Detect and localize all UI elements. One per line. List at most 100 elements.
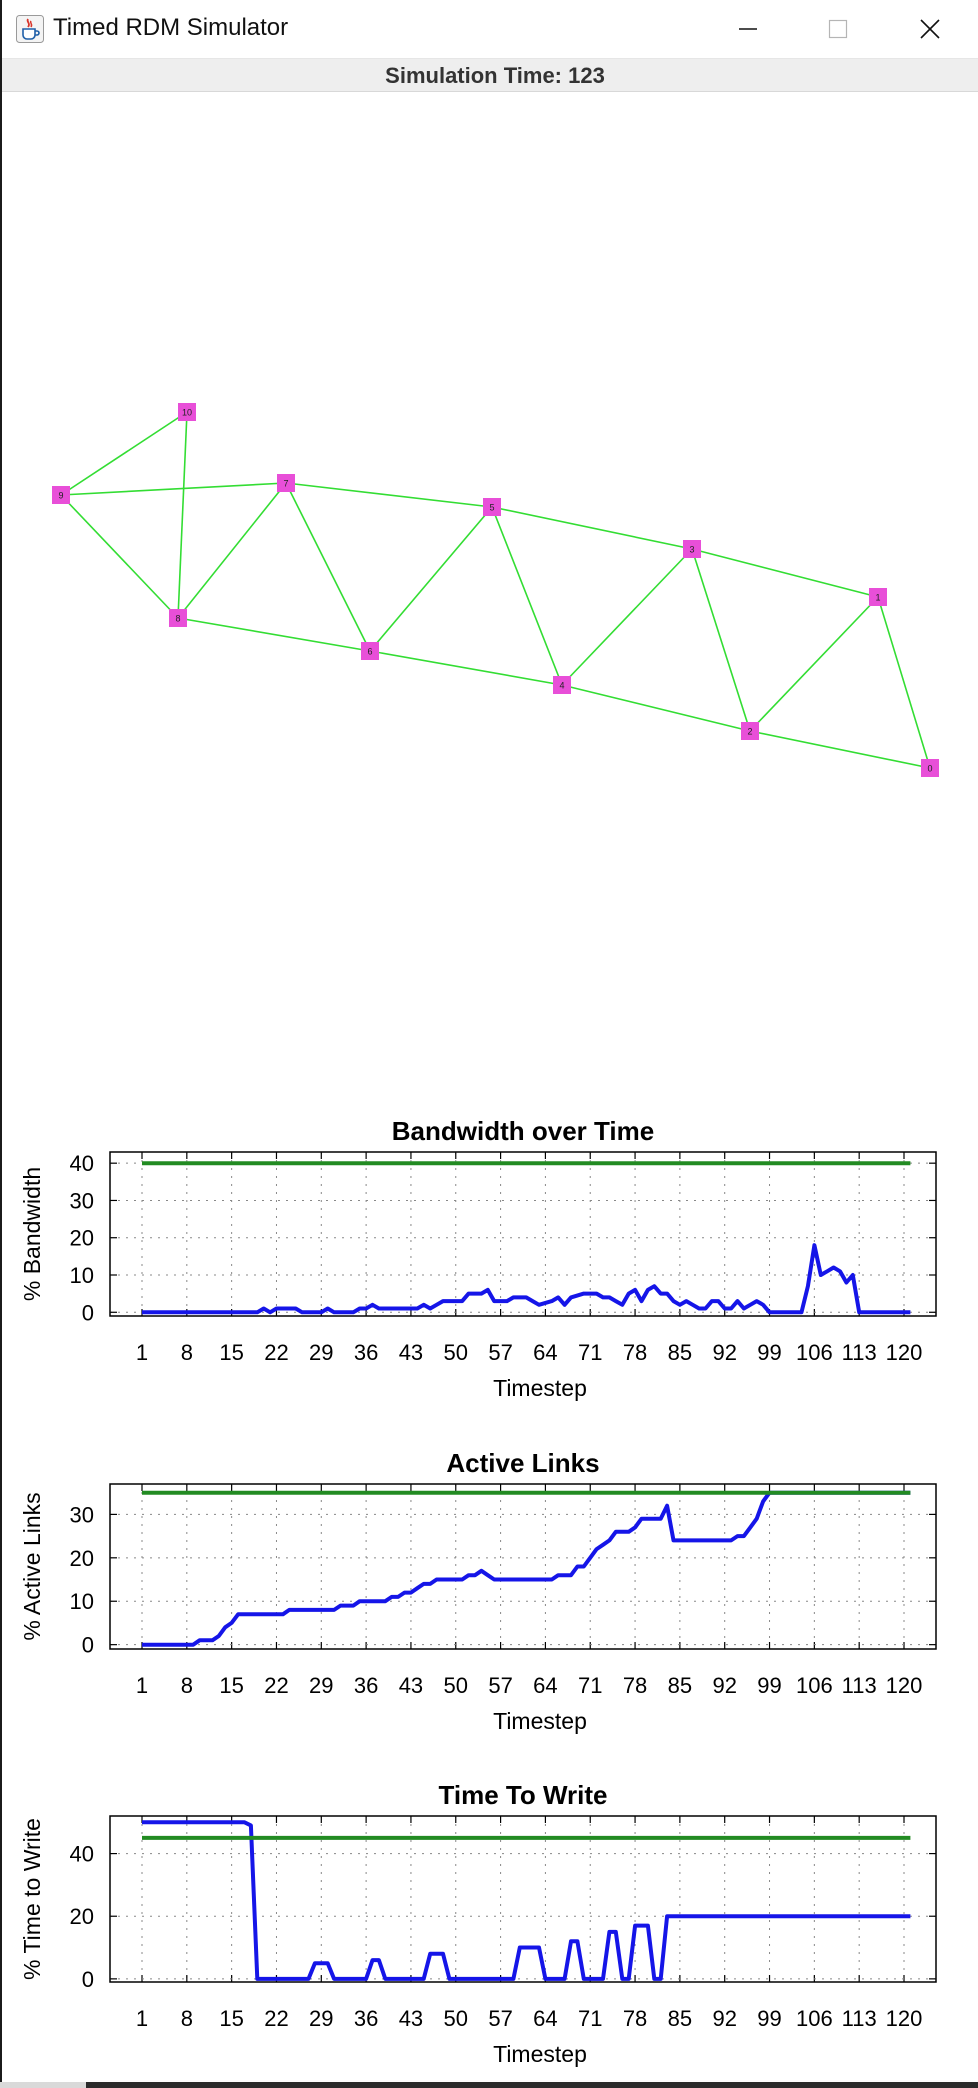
- node-8[interactable]: 8: [169, 609, 187, 627]
- x-tick-label: 57: [488, 1673, 512, 1698]
- charts: Bandwidth over Time 1 8 15 22 29 36 43 50 57 64 71 7…: [19, 1116, 937, 2067]
- x-tick-label: 36: [354, 2006, 378, 2031]
- link-4-3: [561, 548, 693, 686]
- horizontal-scrollbar[interactable]: [86, 2082, 978, 2088]
- node-marker: [869, 588, 887, 606]
- node-marker: [52, 486, 70, 504]
- node-label: 10: [182, 408, 192, 418]
- x-tick-label: 50: [444, 2006, 468, 2031]
- x-tick-label: 15: [219, 1340, 243, 1365]
- link-2-0: [749, 730, 931, 769]
- node-label: 9: [58, 491, 63, 501]
- x-tick-label: 57: [488, 1340, 512, 1365]
- x-tick-label: 120: [886, 2006, 923, 2031]
- x-tick-label: 29: [309, 1673, 333, 1698]
- y-tick-label: 20: [70, 1546, 94, 1571]
- x-tick-label: 113: [842, 2006, 877, 2031]
- plot-area: [109, 1815, 937, 1983]
- y-tick-label: 40: [70, 1842, 94, 1867]
- x-tick-label: 71: [578, 2006, 602, 2031]
- window-title: Timed RDM Simulator: [53, 14, 289, 41]
- link-9-7: [60, 482, 287, 496]
- node-label: 3: [689, 545, 694, 555]
- y-tick-label: 30: [70, 1502, 94, 1527]
- x-tick-label: 85: [668, 2006, 692, 2031]
- link-6-4: [369, 650, 563, 686]
- node-10[interactable]: 10: [178, 403, 196, 421]
- y-tick-label: 0: [82, 1300, 94, 1325]
- link-7-5: [285, 482, 493, 508]
- link-10-8: [177, 411, 188, 619]
- x-tick-label: 43: [399, 1340, 423, 1365]
- x-tick-label: 106: [796, 1340, 833, 1365]
- node-label: 4: [559, 681, 564, 691]
- node-label: 7: [283, 479, 288, 489]
- chart-title: Bandwidth over Time: [392, 1116, 654, 1146]
- node-marker: [553, 676, 571, 694]
- node-marker: [178, 403, 196, 421]
- x-tick-label: 64: [533, 1673, 557, 1698]
- y-tick-label: 0: [82, 1967, 94, 1992]
- node-marker: [921, 759, 939, 777]
- close-button[interactable]: [884, 0, 976, 58]
- x-tick-label: 8: [181, 2006, 193, 2031]
- x-tick-label: 78: [623, 2006, 647, 2031]
- x-tick-label: 50: [444, 1340, 468, 1365]
- status-bar: Simulation Time: 123: [0, 59, 978, 92]
- y-tick-label: 10: [70, 1589, 94, 1614]
- x-tick-label: 85: [668, 1340, 692, 1365]
- node-9[interactable]: 9: [52, 486, 70, 504]
- minimize-button[interactable]: [702, 0, 794, 58]
- network-topology: 0 1 2 3 4 5 6 7 8 9 10: [52, 403, 939, 777]
- title-bar[interactable]: Timed RDM Simulator: [0, 0, 978, 59]
- node-label: 6: [367, 647, 372, 657]
- x-tick-label: 78: [623, 1673, 647, 1698]
- x-tick-label: 85: [668, 1673, 692, 1698]
- node-5[interactable]: 5: [483, 498, 501, 516]
- chart-title: Active Links: [446, 1448, 599, 1478]
- y-axis-label: % Time to Write: [19, 1818, 45, 1980]
- node-marker: [683, 540, 701, 558]
- node-3[interactable]: 3: [683, 540, 701, 558]
- link-8-6: [177, 617, 371, 652]
- node-label: 2: [747, 727, 752, 737]
- y-axis-label: % Active Links: [19, 1492, 45, 1640]
- node-2[interactable]: 2: [741, 722, 759, 740]
- simulation-time-label: Simulation Time: 123: [385, 63, 605, 88]
- link-3-2: [691, 548, 751, 732]
- link-2-1: [749, 596, 879, 732]
- node-marker: [741, 722, 759, 740]
- simulation-panel: 0 1 2 3 4 5 6 7 8 9 10 Bandwidth over Time 1 8 15 22 29…: [0, 92, 978, 2088]
- link-1-0: [877, 596, 931, 769]
- series-line-1: [142, 1490, 911, 1647]
- chart-3: Time To Write 1 8 15 22 29 36 43 50 57 64 71 78 85 92 9…: [19, 1780, 937, 2067]
- x-tick-label: 99: [757, 1340, 781, 1365]
- x-tick-label: 36: [354, 1673, 378, 1698]
- node-marker: [361, 642, 379, 660]
- y-tick-label: 20: [70, 1226, 94, 1251]
- x-tick-label: 22: [264, 1340, 288, 1365]
- maximize-button[interactable]: [792, 0, 884, 58]
- x-tick-label: 50: [444, 1673, 468, 1698]
- node-7[interactable]: 7: [277, 474, 295, 492]
- x-tick-label: 15: [219, 1673, 243, 1698]
- x-tick-label: 92: [712, 1673, 736, 1698]
- node-6[interactable]: 6: [361, 642, 379, 660]
- node-1[interactable]: 1: [869, 588, 887, 606]
- link-7-6: [285, 482, 371, 652]
- x-tick-label: 113: [842, 1673, 877, 1698]
- node-marker: [483, 498, 501, 516]
- node-label: 0: [927, 764, 932, 774]
- x-tick-label: 106: [796, 1673, 833, 1698]
- node-label: 1: [875, 593, 880, 603]
- node-0[interactable]: 0: [921, 759, 939, 777]
- series-line-1: [142, 1820, 911, 1981]
- java-coffee-cup-icon: [16, 15, 44, 43]
- x-tick-label: 15: [219, 2006, 243, 2031]
- x-axis-label: Timestep: [493, 1708, 587, 1734]
- chart-1: Bandwidth over Time 1 8 15 22 29 36 43 50 57 64 71 7…: [19, 1116, 937, 1401]
- close-icon: [920, 19, 940, 39]
- node-4[interactable]: 4: [553, 676, 571, 694]
- x-tick-label: 120: [886, 1673, 923, 1698]
